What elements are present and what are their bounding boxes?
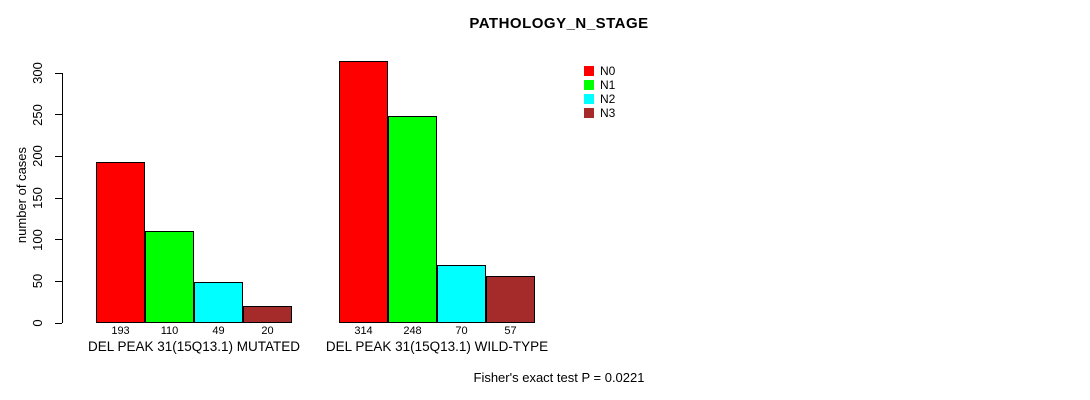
y-axis-tick <box>55 322 62 324</box>
legend-swatch-n2 <box>584 94 594 104</box>
legend-label: N0 <box>600 64 616 78</box>
category-label: DEL PEAK 31(15Q13.1) MUTATED <box>87 339 301 354</box>
category-label: DEL PEAK 31(15Q13.1) WILD-TYPE <box>325 339 549 354</box>
y-tick-label: 0 <box>30 319 45 327</box>
bar-n1-group1 <box>145 231 194 323</box>
legend-swatch-n1 <box>584 80 594 90</box>
legend-swatch-n3 <box>584 108 594 118</box>
y-tick-label: 300 <box>30 62 45 84</box>
y-axis-tick <box>55 239 62 241</box>
y-axis-tick <box>55 197 62 199</box>
legend-item-n3: N3 <box>584 106 615 120</box>
y-tick-label: 250 <box>30 103 45 126</box>
legend-item-n2: N2 <box>584 92 615 106</box>
y-tick-label: 200 <box>30 145 45 168</box>
chart-title: PATHOLOGY_N_STAGE <box>469 15 649 32</box>
bar-value-label: 193 <box>111 325 130 337</box>
y-tick-label: 100 <box>30 228 45 251</box>
bar-value-label: 70 <box>455 325 468 337</box>
bar-n2-group1 <box>194 282 243 323</box>
bar-n3-group1 <box>243 306 292 323</box>
legend: N0 N1 N2 N3 <box>584 64 615 120</box>
y-axis-line <box>62 73 63 323</box>
stat-test-note: Fisher's exact test P = 0.0221 <box>473 370 645 385</box>
bar-n1-group2 <box>388 116 437 323</box>
bar-value-label: 110 <box>160 325 179 337</box>
y-tick-label: 150 <box>30 187 45 209</box>
legend-label: N3 <box>600 106 616 120</box>
bar-value-label: 20 <box>261 325 274 337</box>
y-axis-title: number of cases <box>14 146 29 244</box>
bar-value-label: 314 <box>354 325 373 337</box>
legend-item-n1: N1 <box>584 78 615 92</box>
legend-label: N1 <box>600 78 616 92</box>
y-axis-tick <box>55 114 62 116</box>
legend-item-n0: N0 <box>584 64 615 78</box>
legend-label: N2 <box>600 92 616 106</box>
y-tick-label: 50 <box>30 274 45 289</box>
bar-n3-group2 <box>486 275 535 323</box>
bar-n0-group1 <box>96 162 145 323</box>
y-axis-tick <box>55 155 62 157</box>
y-axis-tick <box>55 72 62 74</box>
legend-swatch-n0 <box>584 66 594 76</box>
bar-n0-group2 <box>339 61 388 323</box>
bar-n2-group2 <box>437 264 486 323</box>
bar-value-label: 49 <box>212 325 225 337</box>
bar-value-label: 248 <box>403 325 422 337</box>
bar-value-label: 57 <box>504 325 517 337</box>
y-axis-tick <box>55 280 62 282</box>
